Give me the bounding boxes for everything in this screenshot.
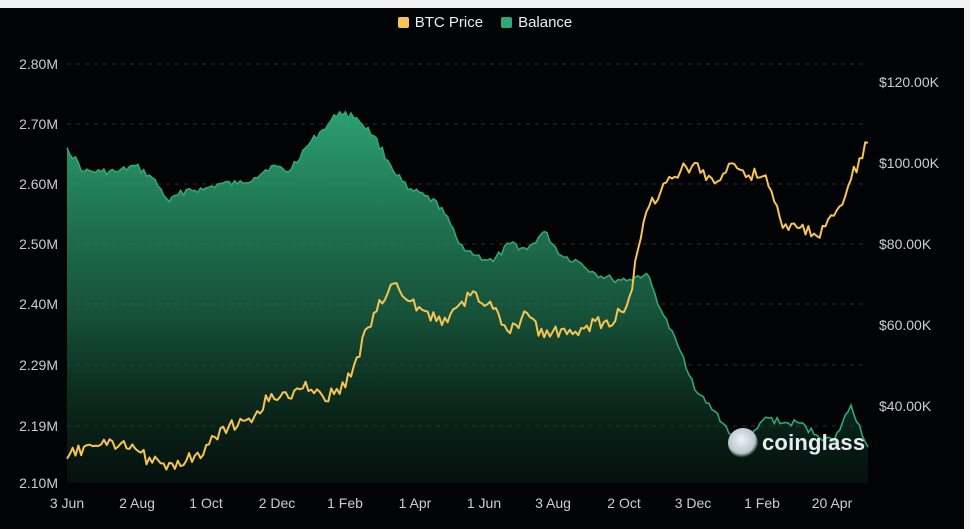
x-axis: 3 Jun 2 Aug 1 Oct 2 Dec 1 Feb 1 Apr 1 Jun 3 Aug… bbox=[50, 495, 853, 511]
grid-lines bbox=[67, 63, 868, 427]
x-tick-label: 3 Dec bbox=[675, 495, 712, 511]
left-tick-label: 2.29M bbox=[19, 357, 58, 373]
x-tick-label: 3 Jun bbox=[50, 495, 84, 511]
legend: BTC Price Balance bbox=[0, 14, 970, 31]
right-tick-label: $40.00K bbox=[879, 398, 932, 414]
balance-swatch bbox=[501, 17, 513, 28]
legend-item-balance[interactable]: Balance bbox=[501, 14, 572, 31]
right-tick-label: $80.00K bbox=[879, 236, 932, 252]
btc-price-series bbox=[66, 141, 869, 471]
coinglass-logo-icon bbox=[728, 428, 758, 458]
x-tick-label: 20 Apr bbox=[812, 495, 853, 511]
left-tick-label: 2.19M bbox=[19, 418, 58, 434]
left-tick-label: 2.70M bbox=[19, 116, 58, 132]
x-tick-label: 1 Oct bbox=[189, 495, 223, 511]
right-tick-label: $120.00K bbox=[879, 74, 940, 90]
btc-price-line bbox=[66, 141, 869, 471]
btc-price-swatch bbox=[397, 17, 409, 28]
right-tick-label: $100.00K bbox=[879, 155, 940, 171]
x-tick-label: 2 Aug bbox=[119, 495, 155, 511]
left-axis: 2.10M 2.19M 2.29M 2.40M 2.50M 2.60M 2.70M 2.80M bbox=[19, 56, 58, 491]
x-tick-label: 3 Aug bbox=[535, 495, 571, 511]
left-tick-label: 2.40M bbox=[19, 296, 58, 312]
x-tick-label: 1 Feb bbox=[327, 495, 363, 511]
x-tick-label: 2 Oct bbox=[607, 495, 641, 511]
left-tick-label: 2.60M bbox=[19, 176, 58, 192]
left-tick-label: 2.50M bbox=[19, 236, 58, 252]
right-tick-label: $60.00K bbox=[879, 317, 932, 333]
watermark-text: coinglass bbox=[762, 430, 866, 455]
x-tick-label: 1 Apr bbox=[399, 495, 432, 511]
x-tick-label: 2 Dec bbox=[259, 495, 296, 511]
legend-label-balance: Balance bbox=[518, 14, 573, 31]
right-axis: $40.00K $60.00K $80.00K $100.00K $120.00K bbox=[879, 74, 940, 414]
coinglass-watermark: coinglass bbox=[728, 428, 865, 458]
left-tick-label: 2.80M bbox=[19, 56, 58, 72]
left-tick-label: 2.10M bbox=[19, 475, 58, 491]
legend-label-btc-price: BTC Price bbox=[414, 14, 484, 31]
x-tick-label: 1 Feb bbox=[744, 495, 780, 511]
legend-item-btc-price[interactable]: BTC Price bbox=[397, 14, 484, 31]
x-tick-label: 1 Jun bbox=[467, 495, 501, 511]
